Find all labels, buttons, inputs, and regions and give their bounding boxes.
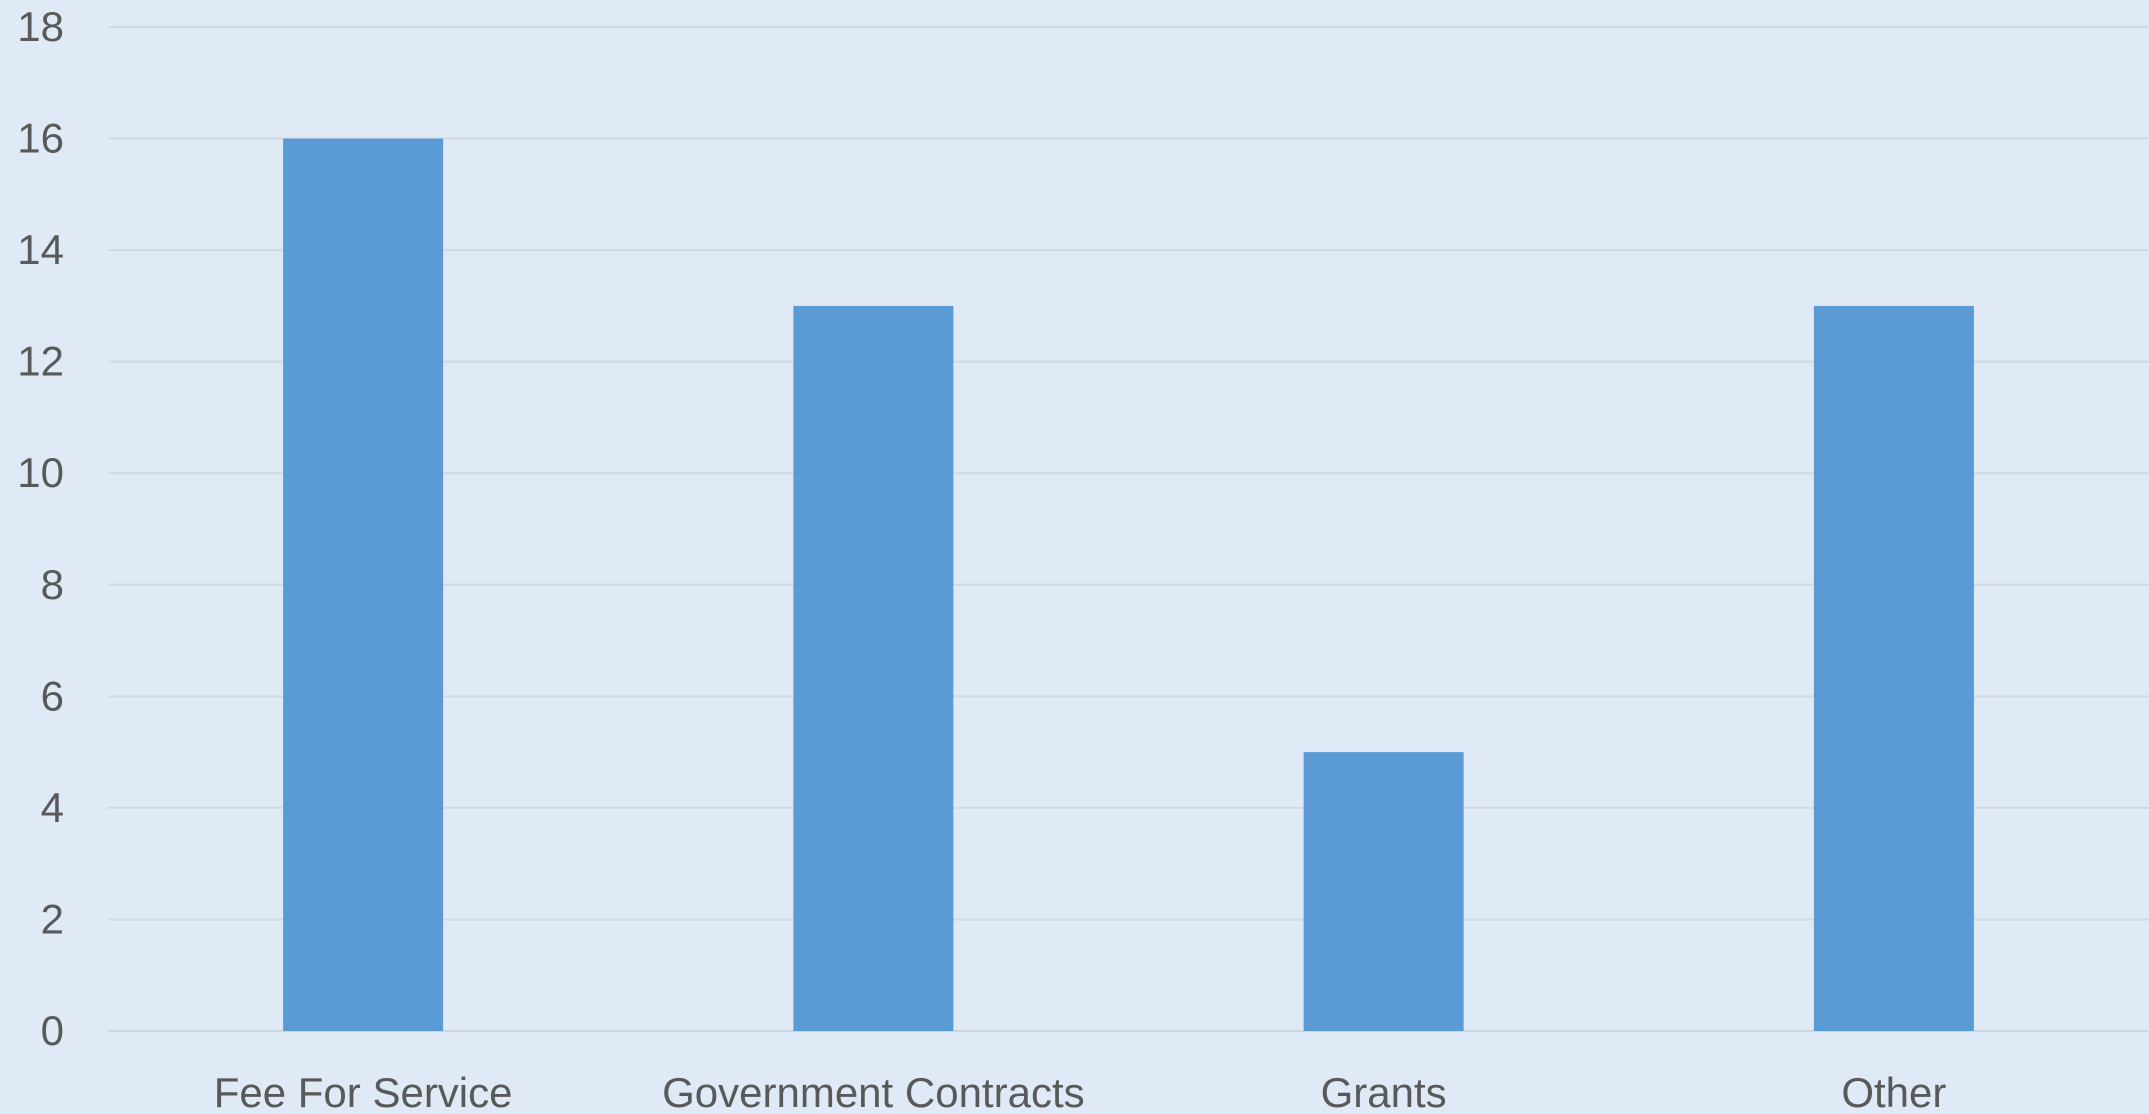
x-category-label: Other <box>1841 1069 1946 1114</box>
bar-other <box>1813 305 1974 1031</box>
x-category-label: Grants <box>1321 1069 1447 1114</box>
x-axis-category-labels: Fee For Service Government Contracts Grant… <box>214 1069 1947 1114</box>
x-category-label: Fee For Service <box>214 1069 513 1114</box>
y-tick-label: 2 <box>41 895 64 942</box>
bars <box>283 138 1974 1032</box>
bar-fee-for-service <box>283 138 444 1032</box>
bar-grants <box>1303 752 1464 1031</box>
y-tick-label: 14 <box>17 226 64 273</box>
y-tick-label: 12 <box>17 338 64 385</box>
y-tick-label: 6 <box>41 672 64 719</box>
y-tick-label: 16 <box>17 115 64 162</box>
y-tick-label: 0 <box>41 1007 64 1054</box>
gridlines <box>108 26 2149 1032</box>
bar-government-contracts <box>793 305 954 1031</box>
y-tick-label: 8 <box>41 561 64 608</box>
y-axis-tick-labels: 0 2 4 6 8 10 12 14 16 18 <box>17 3 64 1054</box>
y-tick-label: 18 <box>17 3 64 50</box>
y-tick-label: 4 <box>41 784 64 831</box>
x-category-label: Government Contracts <box>662 1069 1085 1114</box>
y-tick-label: 10 <box>17 449 64 496</box>
